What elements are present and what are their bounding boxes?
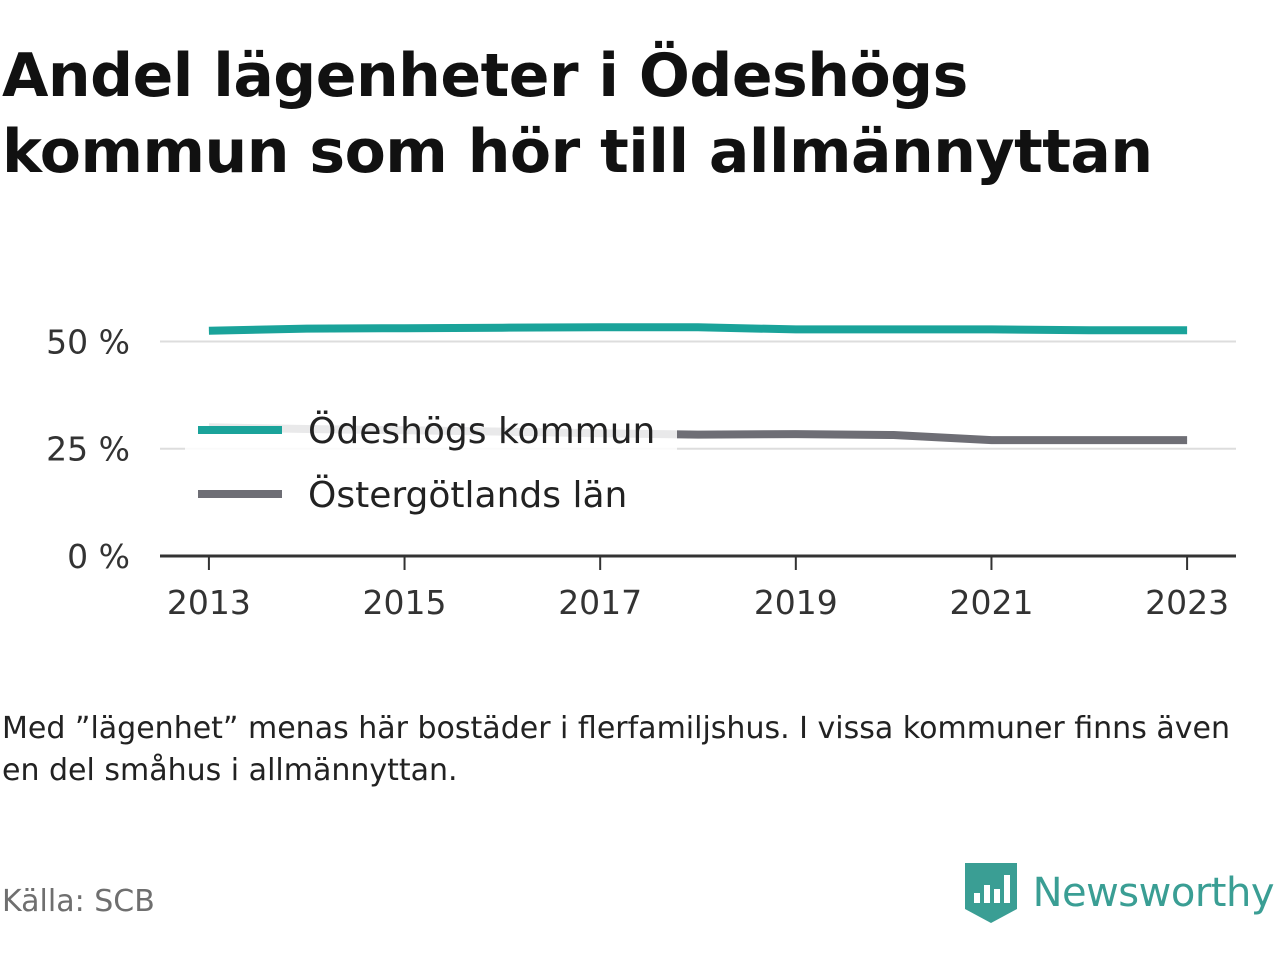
brand: Newsworthy (964, 862, 1275, 924)
y-axis-ticks: 0 % 25 % 50 % (46, 322, 130, 576)
legend: Ödeshögs kommun Östergötlands län (185, 400, 677, 526)
x-tick-label: 2013 (167, 583, 251, 622)
y-tick-label: 0 % (67, 537, 130, 576)
legend-background (185, 400, 677, 526)
y-tick-label: 25 % (46, 430, 130, 469)
series-line-0 (208, 323, 1188, 335)
chart-title: Andel lägenheter i Ödeshögs kommun som h… (2, 41, 1153, 187)
source-label: Källa: SCB (2, 884, 155, 919)
x-tick-label: 2015 (363, 583, 447, 622)
chart-note: Med ”lägenhet” menas här bostäder i fler… (2, 711, 1230, 788)
legend-label: Ödeshögs kommun (308, 410, 655, 452)
x-tick-label: 2021 (949, 583, 1033, 622)
legend-label: Östergötlands län (308, 474, 627, 516)
x-axis: 2013 2015 2017 2019 2021 2023 (160, 554, 1236, 622)
newsworthy-chart-badge-icon (964, 863, 1017, 923)
line-chart: 0 % 25 % 50 % Ödeshögs kommun Östergötlands… (46, 322, 1236, 622)
x-tick-label: 2019 (754, 583, 838, 622)
brand-name: Newsworthy (1032, 870, 1275, 916)
x-tick-label: 2023 (1145, 583, 1229, 622)
y-tick-label: 50 % (46, 322, 130, 361)
x-tick-label: 2017 (558, 583, 642, 622)
